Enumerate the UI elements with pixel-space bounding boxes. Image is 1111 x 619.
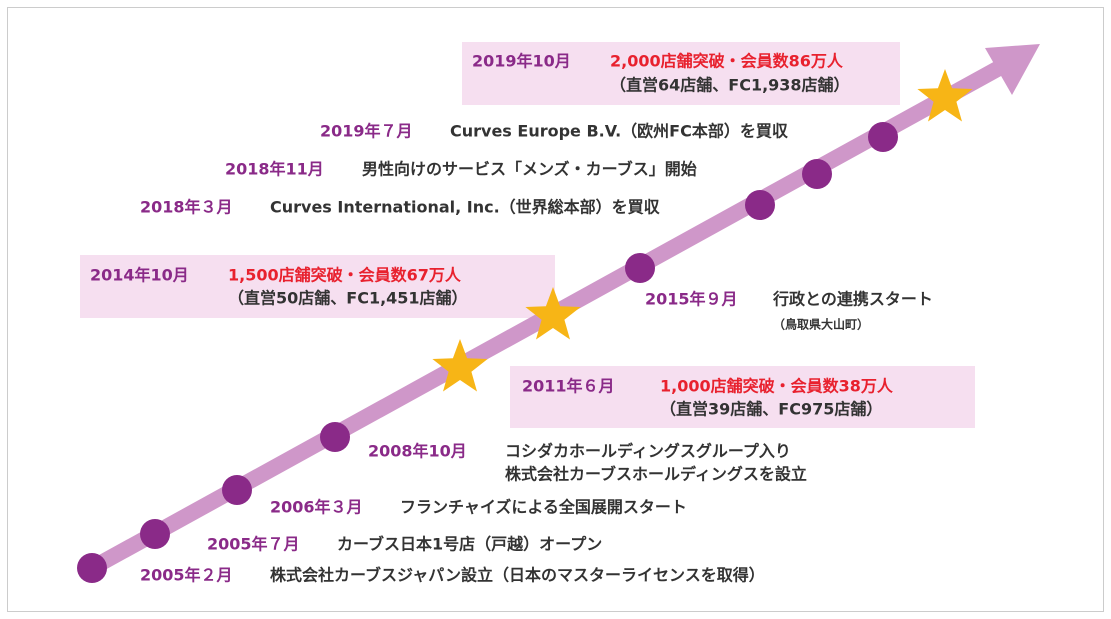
date: 2018年11月 [225,160,324,179]
star [917,69,973,122]
dot [802,159,832,189]
dot [222,475,252,505]
milestone-box [80,255,555,318]
dot [320,422,350,452]
headline: 2,000店舗突破・会員数86万人 [610,52,844,71]
date: 2018年３月 [140,198,233,217]
note: （鳥取県大山町） [773,317,869,332]
detail: （直営64店舗、FC1,938店舗） [610,76,850,95]
date: 2015年９月 [645,290,738,309]
event-text: 株式会社カーブスホールディングスを設立 [505,465,807,484]
dot [77,553,107,583]
star [432,339,488,392]
dot [745,190,775,220]
date: 2008年10月 [368,442,467,461]
event-text: Curves International, Inc.（世界総本部）を買収 [270,198,661,217]
event-text: Curves Europe B.V.（欧州FC本部）を買収 [450,122,789,141]
event-text: コシダカホールディングスグループ入り [505,442,791,461]
date: 2005年２月 [140,566,233,585]
headline: 1,000店舗突破・会員数38万人 [660,377,894,396]
milestone-box [462,42,900,105]
milestone-box [510,366,975,428]
date: 2014年10月 [90,266,189,285]
detail: （直営39店舗、FC975店舗） [660,400,882,419]
headline: 1,500店舗突破・会員数67万人 [228,266,462,285]
arrow-head [985,44,1040,95]
date: 2019年10月 [472,52,571,71]
dot [140,519,170,549]
event-text: 株式会社カーブスジャパン設立（日本のマスターライセンスを取得） [270,566,765,585]
event-text: フランチャイズによる全国展開スタート [400,498,687,517]
stars [432,69,973,392]
date: 2019年７月 [320,122,413,141]
date: 2011年６月 [522,377,615,396]
dots [77,122,898,583]
dot [868,122,898,152]
date: 2006年３月 [270,498,363,517]
detail: （直営50店舗、FC1,451店舗） [228,289,468,308]
star [525,287,581,340]
dot [625,253,655,283]
event-text: 行政との連携スタート [772,290,933,309]
date: 2005年７月 [207,535,300,554]
event-text: 男性向けのサービス「メンズ・カーブス」開始 [362,160,697,179]
event-text: カーブス日本1号店（戸越）オープン [337,535,602,554]
